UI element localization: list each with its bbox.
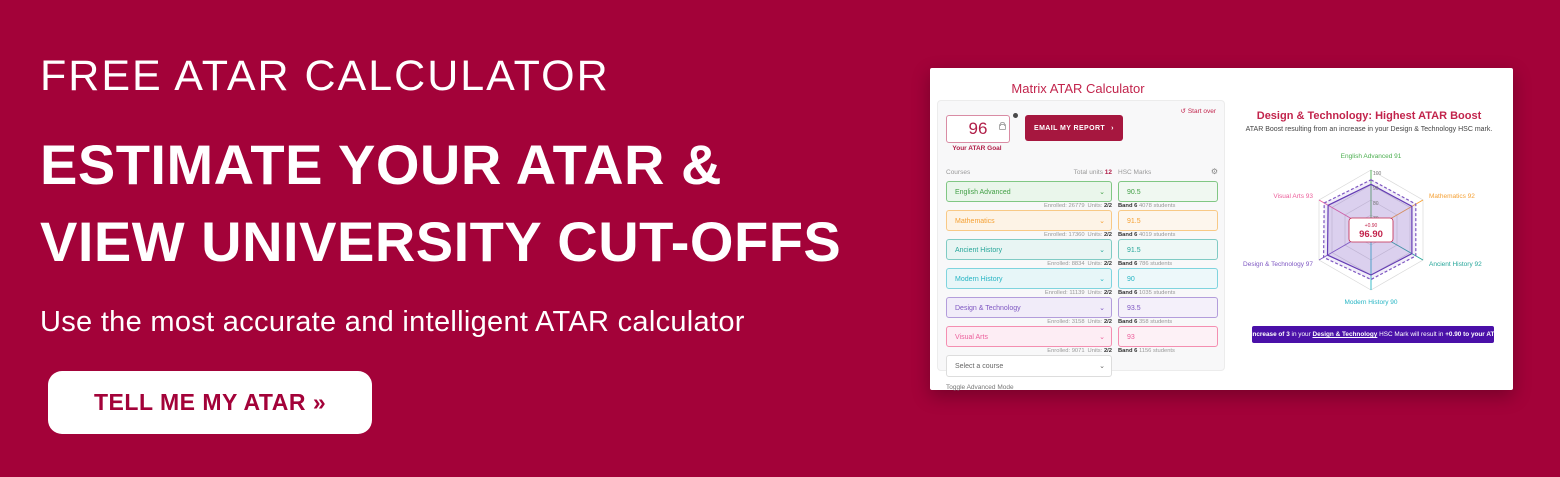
course-select[interactable]: Visual Arts ⌄ xyxy=(946,326,1112,347)
course-row: English Advanced ⌄ 90.5 Enrolled: 26779 Uni… xyxy=(938,181,1224,210)
chevron-down-icon: ⌄ xyxy=(1099,276,1105,283)
tell-me-my-atar-button[interactable]: TELL ME MY ATAR » xyxy=(48,371,373,434)
boost-banner-text: HSC Mark will result in xyxy=(1377,331,1446,338)
calculator-panel: ↺ Start over 96 EMAIL MY REPORT › Your AT… xyxy=(937,100,1225,391)
course-name: Ancient History xyxy=(955,247,1003,254)
course-select[interactable]: Mathematics ⌄ xyxy=(946,210,1112,231)
band-students-text: Band 6 358 students xyxy=(1118,319,1173,325)
chevron-right-icon: › xyxy=(1111,124,1114,132)
course-name: English Advanced xyxy=(955,189,1011,196)
course-name: Mathematics xyxy=(955,218,995,225)
email-my-report-button[interactable]: EMAIL MY REPORT › xyxy=(1025,115,1123,141)
hsc-mark-input[interactable]: 93.5 xyxy=(1118,297,1218,318)
radar-axis-label: English Advanced 91 xyxy=(1341,153,1402,160)
calculator-screenshot-card: Matrix ATAR Calculator ↺ Start over 96 E… xyxy=(930,68,1513,391)
course-name: Modern History xyxy=(955,276,1003,283)
course-row: Visual Arts ⌄ 93 Enrolled: 9071 Units: 2/2 B… xyxy=(938,326,1224,355)
course-name: Visual Arts xyxy=(955,334,988,341)
hsc-mark-input[interactable]: 91.5 xyxy=(1118,210,1218,231)
course-name: Design & Technology xyxy=(955,305,1021,312)
select-a-course-placeholder: Select a course xyxy=(955,363,1004,370)
total-units: Total units 12 xyxy=(1073,169,1112,176)
start-over-link[interactable]: ↺ Start over xyxy=(1180,108,1216,115)
eyebrow-heading: FREE ATAR CALCULATOR xyxy=(40,52,610,100)
course-select[interactable]: Modern History ⌄ xyxy=(946,268,1112,289)
chevron-down-icon: ⌄ xyxy=(1099,218,1105,225)
hsc-marks-header: HSC Marks xyxy=(1118,169,1152,176)
radar-axis-label: Mathematics 92 xyxy=(1429,193,1475,200)
course-row: Modern History ⌄ 90 Enrolled: 11139 Units: … xyxy=(938,268,1224,297)
radar-axis-label: Ancient History 92 xyxy=(1429,261,1482,268)
radar-axis-label: Modern History 90 xyxy=(1344,299,1397,306)
band-students-text: Band 6 1156 students xyxy=(1118,348,1175,354)
svg-text:100: 100 xyxy=(1373,171,1382,177)
band-students-text: Band 6 4078 students xyxy=(1118,203,1176,209)
gear-icon[interactable]: ⚙ xyxy=(1210,167,1218,176)
hsc-mark-input[interactable]: 91.5 xyxy=(1118,239,1218,260)
hsc-mark-input[interactable]: 90.5 xyxy=(1118,181,1218,202)
atar-goal-input[interactable]: 96 xyxy=(946,115,1010,143)
headline-line-1: ESTIMATE YOUR ATAR & xyxy=(40,133,722,196)
radar-axis-label: Visual Arts 93 xyxy=(1273,193,1313,200)
course-row: Ancient History ⌄ 91.5 Enrolled: 8834 Units… xyxy=(938,239,1224,268)
course-row: Design & Technology ⌄ 93.5 Enrolled: 3158 U… xyxy=(938,297,1224,326)
hsc-mark-input[interactable]: 93 xyxy=(1118,326,1218,347)
course-select[interactable]: English Advanced ⌄ xyxy=(946,181,1112,202)
enrolled-units-text: Enrolled: 17360 Units: 2/2 xyxy=(1044,232,1112,238)
chart-title: Design & Technology: Highest ATAR Boost xyxy=(1256,110,1482,122)
enrolled-units-text: Enrolled: 11139 Units: 2/2 xyxy=(1044,290,1112,296)
center-boost-value: +0.90 xyxy=(1365,223,1378,229)
boost-banner-text: An xyxy=(1241,331,1251,338)
email-button-label: EMAIL MY REPORT xyxy=(1034,124,1106,132)
headline-line-2: VIEW UNIVERSITY CUT-OFFS xyxy=(40,210,842,273)
band-students-text: Band 6 1035 students xyxy=(1118,290,1176,296)
boost-banner-text: Design & Technology xyxy=(1312,331,1378,338)
course-row: Mathematics ⌄ 91.5 Enrolled: 17360 Units: 2… xyxy=(938,210,1224,239)
radar-axis-label: Design & Technology 97 xyxy=(1243,261,1313,268)
radar-chart: 100908070English Advanced 91Mathematics … xyxy=(1243,153,1482,306)
svg-text:90: 90 xyxy=(1373,186,1379,192)
start-over-label[interactable]: Start over xyxy=(1187,108,1216,115)
calculator-title: Matrix ATAR Calculator xyxy=(1011,81,1145,96)
svg-text:80: 80 xyxy=(1373,201,1379,207)
boost-banner-text: increase of 3 xyxy=(1250,331,1290,338)
atar-boost-banner: An increase of 3 in your Design & Techno… xyxy=(1241,326,1505,343)
enrolled-units-text: Enrolled: 8834 Units: 2/2 xyxy=(1047,261,1112,267)
band-students-text: Band 6 4019 students xyxy=(1118,232,1176,238)
chevron-down-icon: ⌄ xyxy=(1099,305,1105,312)
hsc-mark-input[interactable]: 90 xyxy=(1118,268,1218,289)
banner-subtext: Use the most accurate and intelligent AT… xyxy=(40,306,745,338)
chevron-down-icon: ⌄ xyxy=(1099,247,1105,254)
course-select[interactable]: Design & Technology ⌄ xyxy=(946,297,1112,318)
total-units-value: 12 xyxy=(1104,169,1112,176)
main-headline: ESTIMATE YOUR ATAR & VIEW UNIVERSITY CUT… xyxy=(40,126,841,280)
chevron-down-icon: ⌄ xyxy=(1099,189,1105,196)
chart-subtitle: ATAR Boost resulting from an increase in… xyxy=(1245,126,1493,133)
band-students-text: Band 6 786 students xyxy=(1118,261,1173,267)
course-select[interactable]: Ancient History ⌄ xyxy=(946,239,1112,260)
courses-header: Courses xyxy=(946,169,971,176)
toggle-advanced-mode-link[interactable]: Toggle Advanced Mode xyxy=(946,384,1014,391)
enrolled-units-text: Enrolled: 3158 Units: 2/2 xyxy=(1047,319,1112,325)
atar-goal-value: 96 xyxy=(968,119,988,138)
enrolled-units-text: Enrolled: 26779 Units: 2/2 xyxy=(1044,203,1112,209)
atar-goal-label: Your ATAR Goal xyxy=(952,145,1002,152)
chevron-down-icon: ⌄ xyxy=(1099,334,1105,341)
lock-icon xyxy=(999,122,1006,130)
center-atar-value: 96.90 xyxy=(1359,229,1383,240)
info-dot-icon[interactable] xyxy=(1013,113,1018,118)
boost-banner-text: +0.90 to your ATAR. xyxy=(1445,331,1505,338)
enrolled-units-text: Enrolled: 9071 Units: 2/2 xyxy=(1047,348,1112,354)
select-a-course-dropdown[interactable]: Select a course ⌄ xyxy=(946,355,1112,377)
chevron-down-icon: ⌄ xyxy=(1099,363,1105,370)
boost-banner-text: in your xyxy=(1289,331,1313,338)
